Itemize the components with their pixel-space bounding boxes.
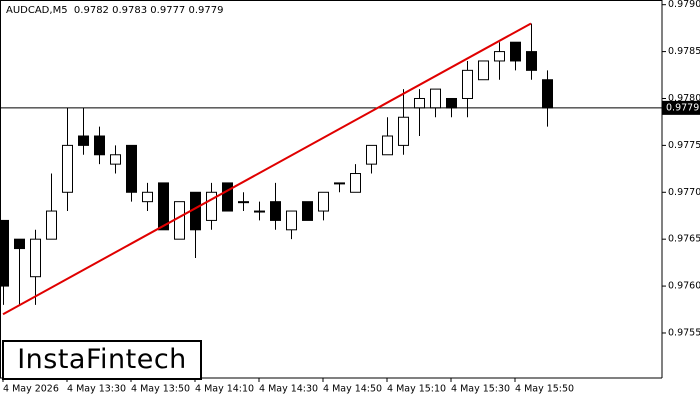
price-label-bg bbox=[662, 100, 700, 115]
candle-body bbox=[510, 41, 521, 62]
candle-body bbox=[414, 97, 425, 109]
y-tick-label: 0.9775 bbox=[668, 140, 700, 151]
candle-body bbox=[110, 154, 121, 165]
candle-body bbox=[94, 135, 105, 156]
last-open: 0.9782 bbox=[73, 5, 109, 16]
candle-body bbox=[430, 88, 441, 109]
candle-body bbox=[14, 238, 25, 250]
y-tick-label: 0.9765 bbox=[668, 234, 700, 245]
candle-body bbox=[542, 79, 553, 109]
candle-body bbox=[126, 144, 137, 193]
candle-body bbox=[78, 135, 89, 146]
candle-body bbox=[462, 69, 473, 99]
candle-body bbox=[142, 191, 153, 203]
logo: InstaFintech bbox=[2, 340, 202, 380]
candle-body bbox=[206, 191, 217, 221]
candle-body bbox=[446, 97, 457, 109]
candle-body bbox=[350, 173, 361, 193]
candle-body bbox=[0, 219, 9, 287]
symbol: AUDCAD,M5 bbox=[6, 5, 68, 16]
candle-body bbox=[30, 238, 41, 278]
x-tick-label: 4 May 13:30 bbox=[67, 384, 126, 395]
candle-body bbox=[158, 182, 169, 231]
candle-body bbox=[270, 201, 281, 221]
candle-body bbox=[398, 116, 409, 146]
candle-body bbox=[478, 60, 489, 81]
candle-body bbox=[318, 191, 329, 212]
y-tick-label: 0.9770 bbox=[668, 187, 700, 198]
x-tick-label: 4 May 14:10 bbox=[195, 384, 254, 395]
candle-body bbox=[334, 182, 345, 185]
candle-body bbox=[302, 201, 313, 221]
y-tick-label: 0.9790 bbox=[668, 0, 700, 10]
x-tick-label: 4 May 14:30 bbox=[259, 384, 318, 395]
x-tick-label: 4 May 13:50 bbox=[131, 384, 190, 395]
candle-body bbox=[238, 201, 249, 204]
last-close: 0.9779 bbox=[188, 5, 224, 16]
trend-line bbox=[2, 22, 532, 316]
price-label: 0.9779 bbox=[666, 102, 699, 113]
x-tick-label: 4 May 15:30 bbox=[451, 384, 510, 395]
candle-body bbox=[366, 144, 377, 165]
x-tick-label: 4 May 2026 bbox=[3, 384, 59, 395]
y-tick-label: 0.9755 bbox=[668, 327, 700, 338]
last-high: 0.9783 bbox=[112, 5, 148, 16]
candle-body bbox=[62, 144, 73, 193]
x-tick-label: 4 May 14:50 bbox=[323, 384, 382, 395]
candle-body bbox=[286, 210, 297, 231]
y-tick-label: 0.9780 bbox=[668, 93, 700, 104]
last-low: 0.9777 bbox=[150, 5, 186, 16]
candle-body bbox=[526, 51, 537, 71]
chart-header: AUDCAD,M5 0.9782 0.9783 0.9777 0.9779 bbox=[6, 5, 223, 16]
candle-body bbox=[254, 210, 265, 213]
candle-body bbox=[46, 210, 57, 240]
candle-body bbox=[494, 51, 505, 62]
candle-body bbox=[382, 135, 393, 156]
candle-body bbox=[222, 182, 233, 212]
x-tick-label: 4 May 15:10 bbox=[387, 384, 446, 395]
x-tick-label: 4 May 15:50 bbox=[515, 384, 574, 395]
y-tick-label: 0.9785 bbox=[668, 46, 700, 57]
candle-body bbox=[174, 201, 185, 240]
y-tick-label: 0.9760 bbox=[668, 281, 700, 292]
